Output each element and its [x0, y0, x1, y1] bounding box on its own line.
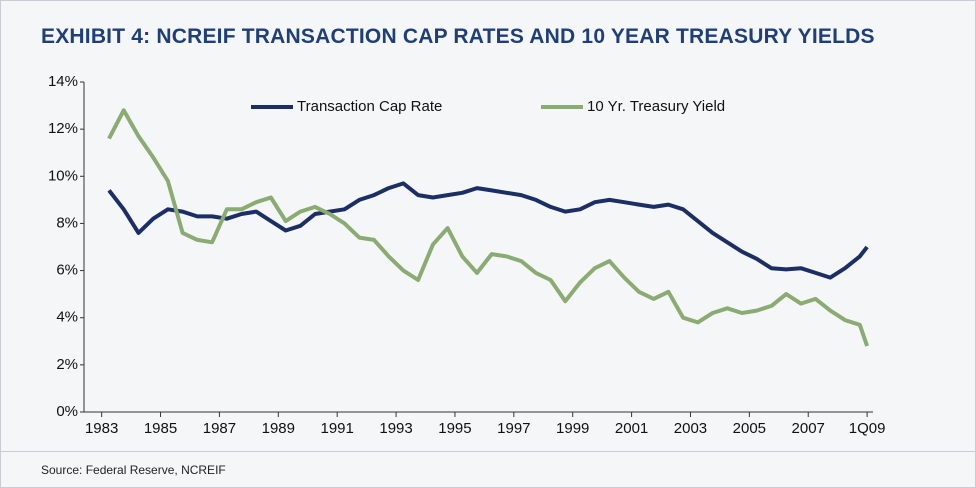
series-line: [107, 108, 869, 347]
x-tick-label: 2007: [792, 420, 825, 437]
chart: 0% 2% 4% 6% 8% 10% 12% 14% 1983 1985 1987 1989 1991 1…: [48, 73, 886, 437]
y-tick-label: 12%: [48, 120, 78, 137]
x-tick-label: 2005: [733, 420, 766, 437]
y-tick-label: 4%: [56, 309, 78, 326]
series-line: [107, 181, 869, 280]
x-tick-label: 2001: [615, 420, 648, 437]
legend-label: 10 Yr. Treasury Yield: [587, 98, 725, 115]
y-tick-label: 8%: [56, 214, 78, 231]
y-tick-label: 10%: [48, 167, 78, 184]
legend-label: Transaction Cap Rate: [297, 98, 442, 115]
y-tick-label: 2%: [56, 356, 78, 373]
x-tick-label: 1987: [203, 420, 236, 437]
x-tick-label: 1993: [379, 420, 412, 437]
x-tick-label: 1983: [85, 420, 118, 437]
x-tick-label: 1985: [144, 420, 177, 437]
chart-title: EXHIBIT 4: NCREIF TRANSACTION CAP RATES …: [41, 25, 875, 48]
y-tick-label: 14%: [48, 73, 78, 90]
x-tick-label: 1989: [262, 420, 295, 437]
x-tick-label: 1991: [320, 420, 353, 437]
y-tick-label: 6%: [56, 262, 78, 279]
x-tick-label: 2003: [674, 420, 707, 437]
x-tick-label: 1Q09: [849, 420, 886, 437]
source-note: Source: Federal Reserve, NCREIF: [41, 463, 226, 477]
x-tick-label: 1997: [497, 420, 530, 437]
y-tick-label: 0%: [56, 403, 78, 420]
divider: [1, 451, 975, 452]
x-tick-label: 1995: [438, 420, 471, 437]
x-tick-label: 1999: [556, 420, 589, 437]
